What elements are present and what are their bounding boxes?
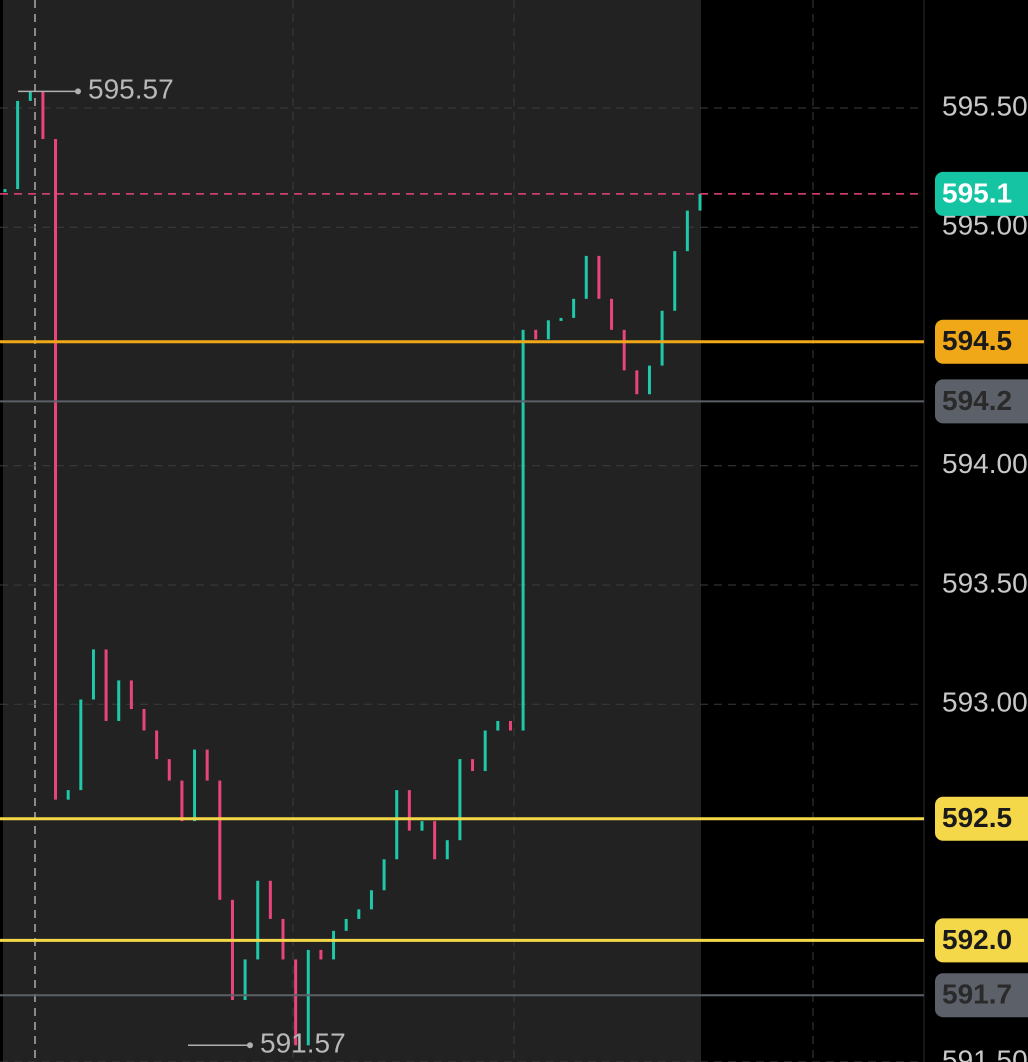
price-line-label: 594.5: [942, 325, 1012, 356]
candle: [16, 100, 20, 190]
candle: [382, 859, 386, 891]
candle: [319, 949, 323, 960]
session-area: [3, 0, 701, 1062]
candle: [420, 821, 424, 831]
annotation-label: 591.57: [260, 1028, 346, 1059]
current-price-badge: [935, 171, 1028, 216]
candle: [534, 329, 538, 340]
vertical-grid: [292, 0, 814, 1062]
candle: [496, 720, 500, 731]
annotation-label: 595.57: [88, 74, 174, 105]
candle: [369, 890, 373, 910]
candle: [230, 899, 234, 1000]
candle: [91, 649, 95, 700]
candle: [685, 210, 689, 252]
price-line-badge: [935, 319, 1028, 364]
candle: [508, 720, 512, 731]
candle: [572, 298, 576, 318]
candle: [622, 329, 626, 371]
candle: [344, 918, 348, 931]
candle: [357, 909, 361, 919]
y-tick-label: 593.50: [942, 567, 1028, 598]
candle: [205, 749, 209, 781]
candle: [193, 749, 197, 822]
current-price-label: 595.1: [942, 177, 1012, 208]
candle: [142, 709, 146, 731]
candle: [306, 949, 310, 1046]
price-line-label: 594.2: [942, 385, 1012, 416]
candle: [433, 821, 437, 860]
candle: [395, 790, 399, 860]
candle: [610, 298, 614, 330]
candle: [521, 329, 525, 731]
candle: [3, 189, 7, 193]
candle: [41, 91, 45, 140]
candle: [471, 759, 475, 772]
candle: [256, 880, 260, 960]
candle: [635, 370, 639, 395]
candle: [180, 780, 184, 822]
y-tick-label: 595.50: [942, 90, 1028, 121]
price-line-badge: [935, 796, 1028, 841]
candle: [673, 251, 677, 311]
y-tick-label: 591.50: [942, 1044, 1028, 1062]
annotation-dot: [247, 1042, 253, 1049]
candle: [332, 930, 336, 960]
y-tick-label: 594.00: [942, 448, 1028, 479]
candle: [559, 317, 563, 321]
candle: [155, 730, 159, 760]
candle: [117, 680, 121, 721]
annotation-dot: [75, 88, 81, 95]
candle: [597, 255, 601, 299]
candle: [268, 880, 272, 919]
candle: [66, 790, 70, 800]
candle: [28, 91, 32, 101]
candle: [698, 193, 702, 211]
candle: [218, 780, 222, 900]
price-line-label: 592.0: [942, 924, 1012, 955]
candle: [294, 959, 298, 1046]
candle: [79, 699, 83, 791]
candle: [647, 365, 651, 395]
candle: [458, 759, 462, 841]
candle: [445, 840, 449, 860]
candle: [54, 139, 58, 800]
price-line-badge: [935, 379, 1028, 424]
candle: [584, 255, 588, 299]
price-line-label: 592.5: [942, 802, 1012, 833]
candle: [104, 649, 108, 721]
candle: [243, 959, 247, 1000]
candle: [167, 759, 171, 781]
candle: [129, 680, 133, 710]
price-line-badge: [935, 973, 1028, 1018]
candle: [483, 730, 487, 772]
candle: [407, 790, 411, 831]
price-line-label: 591.7: [942, 979, 1012, 1010]
candle: [546, 320, 550, 340]
y-tick-label: 593.00: [942, 687, 1028, 718]
candle: [660, 310, 664, 366]
price-line-badge: [935, 918, 1028, 963]
